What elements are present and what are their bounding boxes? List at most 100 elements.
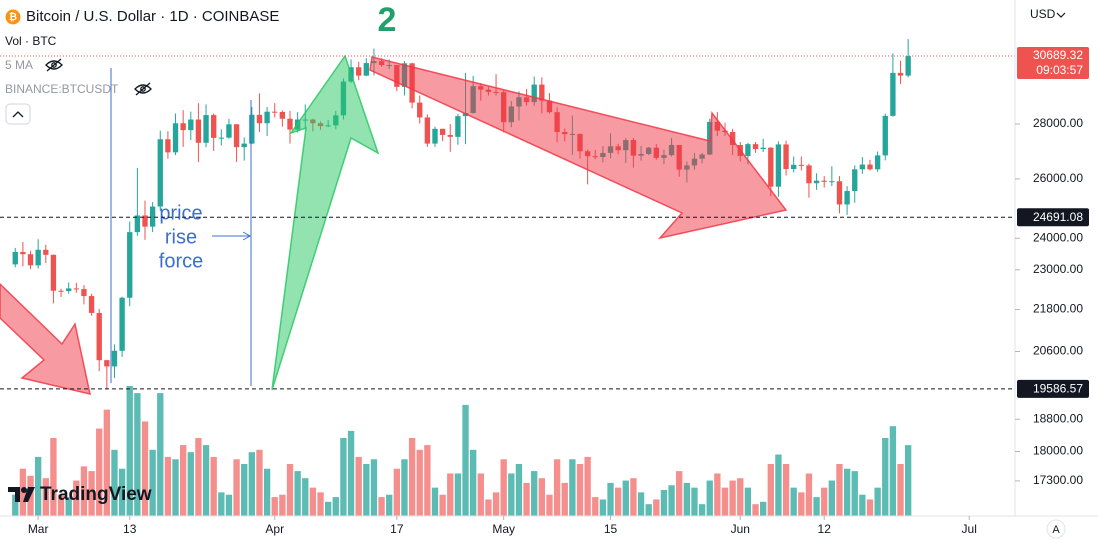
- volume-bar: [118, 468, 126, 516]
- y-tick-label: 18000.00: [1033, 444, 1083, 458]
- candle-body: [20, 251, 26, 255]
- candle-body: [96, 312, 102, 361]
- volume-bar: [882, 438, 889, 516]
- candle-body: [874, 155, 881, 170]
- volume-bar: [523, 482, 530, 516]
- indicator-label[interactable]: 5 MA: [5, 58, 33, 72]
- volume-bar: [676, 471, 683, 516]
- x-tick-label: 15: [604, 522, 618, 536]
- volume-bar: [798, 492, 805, 516]
- candle-body: [66, 288, 72, 292]
- candle-body: [81, 289, 87, 297]
- volume-bar: [73, 480, 80, 516]
- auto-scale-button[interactable]: [1046, 519, 1066, 539]
- candle-body: [111, 350, 118, 367]
- candle-body: [867, 164, 873, 170]
- candle-body: [264, 111, 270, 124]
- candle-body: [439, 128, 446, 135]
- time-axis: [0, 516, 1015, 546]
- price-label: 24691.08: [1033, 210, 1083, 224]
- candle-body: [745, 144, 751, 156]
- x-tick-label: Jun: [731, 522, 750, 536]
- drawings: price rise force 2: [0, 1, 788, 396]
- candle-body: [539, 84, 545, 101]
- hidden-icon[interactable]: [45, 58, 63, 72]
- volume-bar: [302, 478, 309, 516]
- currency[interactable]: USD: [1030, 7, 1056, 21]
- currency-chevron: [1056, 12, 1066, 18]
- volume-bar: [469, 449, 477, 516]
- volume-bar: [904, 445, 912, 516]
- candle-body: [203, 115, 209, 143]
- price-label-box: [1017, 208, 1089, 227]
- candle-body: [241, 143, 247, 148]
- volume-bar: [569, 459, 576, 516]
- volume-bar: [424, 445, 431, 516]
- volume-bar: [65, 497, 72, 516]
- candle-body: [905, 56, 911, 76]
- volume-bar: [317, 492, 324, 516]
- y-tick-label: 24000.00: [1033, 230, 1083, 244]
- x-tick-label: Jul: [962, 522, 977, 536]
- indicator-label[interactable]: BINANCE:BTCUSDT: [5, 82, 119, 96]
- y-tick-label: 17300.00: [1033, 473, 1083, 487]
- candle-body: [836, 181, 843, 205]
- volume-bar: [401, 459, 408, 516]
- candle-body: [798, 164, 804, 166]
- candle-body: [729, 132, 736, 145]
- candle-body: [73, 288, 79, 290]
- volume-bar: [408, 438, 416, 516]
- auto-scale-label[interactable]: A: [1052, 524, 1060, 536]
- x-tick-label: 13: [123, 522, 137, 536]
- volume-bar: [195, 438, 202, 516]
- x-tick-label: Apr: [265, 522, 284, 536]
- candle-body: [821, 180, 827, 182]
- candle-body: [783, 144, 789, 170]
- volume-bar: [889, 426, 897, 516]
- volume-bar: [309, 487, 317, 516]
- candle-body: [432, 128, 438, 144]
- candle-body: [760, 147, 766, 150]
- candle-body: [897, 72, 904, 76]
- volume-bar: [752, 504, 759, 516]
- y-tick-label: 28000.00: [1033, 116, 1083, 130]
- volume-bar: [355, 456, 362, 516]
- x-tick-label: May: [492, 522, 515, 536]
- volume-bar: [485, 499, 492, 516]
- volume-bar: [630, 478, 637, 516]
- volume-bar: [80, 466, 88, 516]
- candle-body: [417, 102, 423, 118]
- candle-body: [195, 119, 202, 143]
- volume-bar: [233, 459, 240, 516]
- x-tick-label: Mar: [28, 522, 49, 536]
- candle-body: [218, 137, 224, 139]
- volume-bar: [88, 471, 95, 516]
- volume-bar: [378, 497, 385, 516]
- volume-bar: [187, 452, 194, 516]
- volume-bar: [218, 492, 225, 516]
- candle-body: [424, 117, 431, 144]
- volume-bar: [714, 473, 721, 516]
- volume-bar: [172, 459, 179, 516]
- candle-body: [12, 251, 18, 265]
- volume-bar: [866, 499, 874, 516]
- candle-body: [127, 232, 133, 298]
- collapse-icon: [12, 111, 24, 118]
- candle-body: [134, 215, 141, 233]
- candle-body: [165, 139, 171, 153]
- price-label-box: [1017, 379, 1089, 398]
- volume-bar: [103, 409, 111, 516]
- candle-body: [58, 290, 64, 292]
- volume-bar: [683, 482, 691, 516]
- candle-body: [447, 134, 453, 137]
- volume-bar: [836, 464, 843, 516]
- green-arrow: [271, 54, 380, 391]
- arrow-head: [242, 231, 252, 241]
- hidden-icon[interactable]: [134, 82, 152, 96]
- coin-icon: [5, 9, 21, 25]
- candle-body: [43, 249, 49, 255]
- volume-bar: [393, 468, 401, 516]
- volume-bar: [821, 487, 828, 516]
- collapse-button[interactable]: [5, 103, 31, 125]
